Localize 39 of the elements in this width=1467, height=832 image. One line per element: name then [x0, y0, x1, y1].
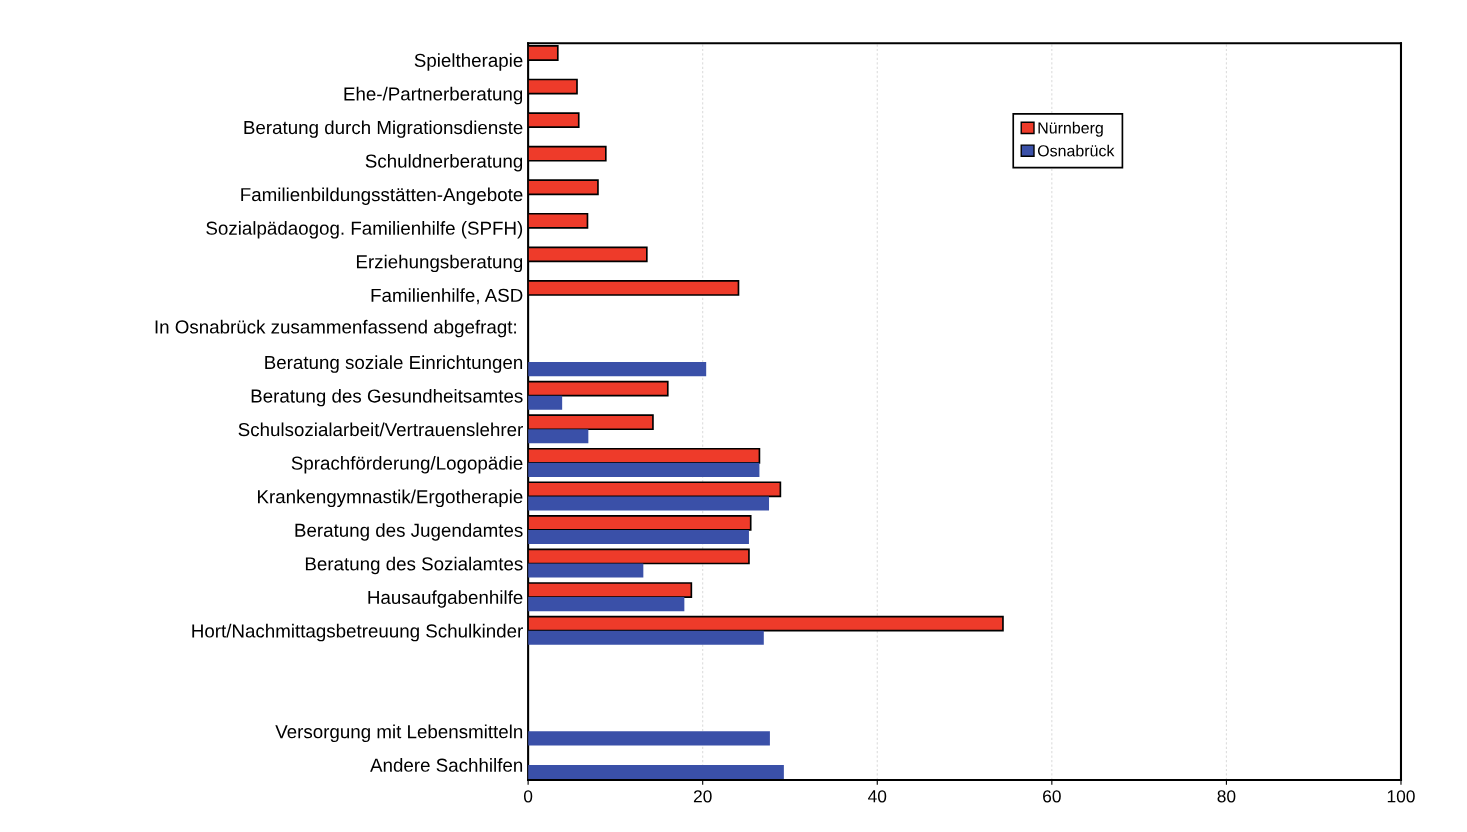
y-tick-label: Sprachförderung/Logopädie: [291, 456, 523, 474]
bar: [528, 395, 563, 410]
x-tick-label: 40: [868, 790, 887, 803]
y-tick-label: Andere Sachhilfen: [370, 758, 523, 772]
y-tick-label: Schuldnerberatung: [365, 153, 523, 172]
y-tick-label: Hausaufgabenhilfe: [368, 590, 523, 608]
bar: [528, 362, 707, 377]
y-tick-label: Spieltherapie: [414, 53, 523, 71]
y-tick-label: Sozialpädaogog. Familienhilfe (SPFH): [206, 221, 523, 239]
y-tick-label: Erziehungsberatung: [356, 254, 523, 273]
y-tick-label: Beratung des Jugendamtes: [295, 523, 523, 541]
text: In Osnabrück zusammenfassend abgefragt:: [155, 319, 516, 338]
y-tick-label: Ehe-/Partnerberatung: [344, 86, 523, 105]
bar: [528, 630, 764, 645]
y-tick-label: Beratung durch Migrationsdienste: [244, 120, 523, 138]
x-tick-label: 0: [523, 790, 533, 803]
y-tick-label: Beratung des Gesundheitsamtes: [251, 388, 523, 407]
bar: [528, 429, 589, 444]
y-tick-label: Versorgung mit Lebensmitteln: [275, 724, 523, 743]
bar: [528, 496, 770, 511]
y-tick-label: Beratung soziale Einrichtungen: [265, 355, 523, 373]
legend-label: Osnabrück: [1037, 144, 1115, 157]
x-tick-label: 80: [1217, 790, 1236, 803]
x-tick-label: 100: [1387, 790, 1415, 803]
bar: [528, 563, 644, 578]
legend-label: Nürnberg: [1038, 121, 1103, 137]
x-tick-label: 60: [1043, 790, 1061, 803]
y-tick-label: Schulsozialarbeit/Vertrauenslehrer: [238, 422, 523, 437]
bar: [528, 597, 685, 612]
bar: [528, 731, 770, 746]
y-tick-label: Familienhilfe, ASD: [371, 288, 523, 305]
y-tick-label: Beratung des Sozialamtes: [305, 556, 523, 575]
y-tick-label: Hort/Nachmittagsbetreuung Schulkinder: [192, 623, 523, 642]
y-tick-label: Krankengymnastik/Ergotherapie: [258, 489, 523, 508]
bar: [528, 529, 749, 545]
y-tick-label: Familienbildungsstätten-Angebote: [241, 187, 523, 205]
x-tick-label: 20: [693, 790, 712, 803]
bar: [528, 764, 784, 779]
bar: [528, 462, 760, 477]
